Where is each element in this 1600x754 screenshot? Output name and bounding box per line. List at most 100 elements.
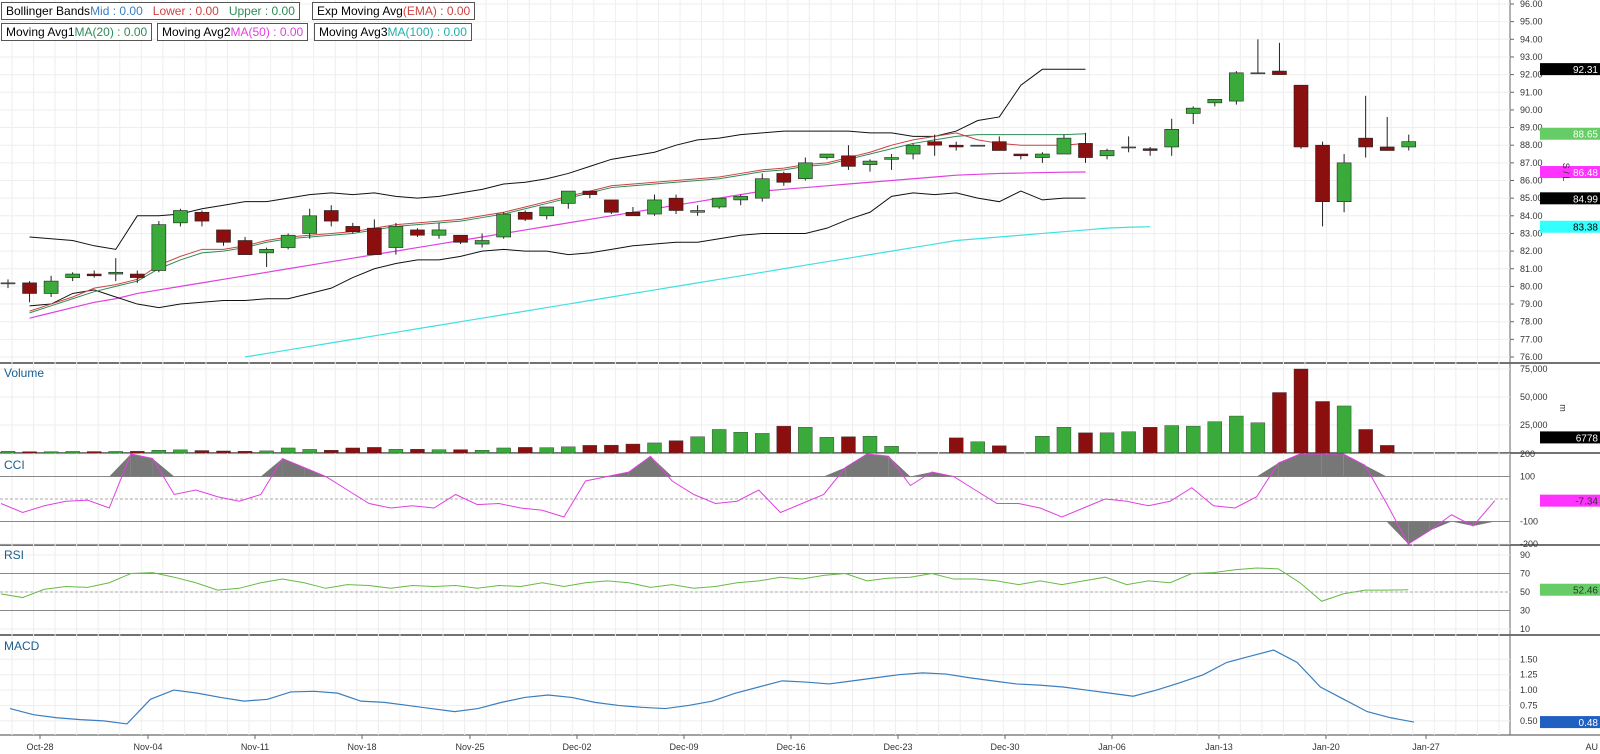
cci-overbought-fill (282, 458, 305, 477)
volume-bar (22, 451, 37, 454)
volume-bar (668, 440, 684, 454)
legend-ma2[interactable]: Moving Avg2MA(50) : 0.00 (157, 23, 309, 41)
price-axis-label: 92.00 (1520, 70, 1543, 80)
candle (388, 222, 404, 255)
candle (1099, 148, 1115, 160)
volume-bar (949, 437, 964, 454)
candle-body (841, 155, 856, 167)
volume-bar (647, 442, 662, 454)
corner-label: AU (1585, 742, 1598, 752)
volume-bar (1056, 427, 1072, 454)
volume-bar (388, 449, 404, 454)
volume-bar (302, 449, 317, 454)
volume-bar (518, 447, 533, 454)
candle-body (1358, 137, 1373, 148)
rsi-axis-label: 10 (1520, 624, 1530, 634)
candle-body (1035, 153, 1050, 158)
candle-body (819, 153, 835, 158)
cci-overbought-fill (1343, 454, 1365, 477)
candle (560, 190, 576, 209)
tag-ma1: 88.65 (1573, 130, 1598, 141)
candle (108, 258, 124, 282)
candle-body (970, 144, 986, 147)
price-axis-label: 87.00 (1520, 158, 1543, 168)
candle (604, 199, 619, 215)
cci-axis-label: -200 (1520, 539, 1538, 549)
price-axis-label: 80.00 (1520, 281, 1543, 291)
volume-bar (130, 451, 145, 454)
volume-bar (1207, 421, 1223, 454)
candle (431, 222, 447, 239)
volume-bar (194, 450, 210, 454)
cci-line (0, 453, 1496, 545)
date-axis-label: Dec-16 (776, 742, 805, 752)
macd-axis-label: 1.25 (1520, 670, 1538, 680)
cci-oversold-fill (1429, 521, 1452, 531)
tag-ma1-bg (1540, 127, 1600, 140)
candle-body (1315, 144, 1330, 202)
candle (0, 279, 16, 289)
candle (776, 171, 792, 186)
price-axis-label: 89.00 (1520, 123, 1543, 133)
cci-overbought-fill (130, 454, 153, 477)
candle (690, 205, 705, 216)
candle-body (216, 229, 231, 243)
volume-bar (1250, 422, 1266, 454)
candle-body (496, 213, 511, 238)
candle (86, 270, 102, 278)
rsi-axis-label: 70 (1520, 569, 1530, 579)
legend-ma1-tag: MA(20) : 0.00 (74, 25, 148, 39)
candle (948, 141, 964, 151)
legend-ma3[interactable]: Moving Avg3MA(100) : 0.00 (314, 23, 472, 41)
macd-axis-label: 0.50 (1520, 716, 1538, 726)
volume-bar (992, 445, 1007, 454)
volume-bar (776, 425, 791, 454)
candle (367, 219, 382, 255)
volume-bar (711, 429, 727, 454)
price-axis-label: 90.00 (1520, 105, 1543, 115)
ma1-line (29, 133, 1086, 314)
volume-bar (755, 433, 770, 454)
candle (302, 208, 318, 239)
rsi-axis-label: 90 (1520, 550, 1530, 560)
date-axis-label: Nov-18 (347, 742, 376, 752)
legend-ma1[interactable]: Moving Avg1MA(20) : 0.00 (1, 23, 153, 41)
candle-body (1164, 129, 1179, 148)
rsi-axis-label: 50 (1520, 587, 1530, 597)
price-axis-label: 81.00 (1520, 264, 1543, 274)
volume-bar (259, 450, 274, 454)
volume-bar (604, 444, 619, 454)
price-axis-label: 79.00 (1520, 299, 1543, 309)
legend-ma1-label: Moving Avg1 (6, 25, 75, 39)
candle (539, 206, 555, 220)
candle-body (604, 199, 619, 213)
candle (862, 159, 878, 172)
candle-body (1142, 148, 1158, 151)
candle-body (1099, 150, 1115, 157)
tag-ma2: 86.48 (1573, 168, 1598, 179)
tag-cci-bg (1540, 494, 1600, 507)
volume-axis-label: 50,000 (1520, 392, 1548, 402)
tag-bb-lower-bg (1540, 192, 1600, 205)
legend-bb-upper: Upper : 0.00 (228, 4, 295, 18)
candle-body (151, 224, 167, 271)
candle (1229, 71, 1244, 105)
tag-cci: -7.34 (1575, 497, 1598, 508)
candle (345, 222, 361, 234)
legend-ema[interactable]: Exp Moving Avg(EMA) : 0.00 (312, 2, 476, 20)
legend-bollinger-bands[interactable]: Bollinger BandsMid : 0.00 Lower : 0.00 U… (1, 2, 300, 20)
candle-body (1121, 146, 1136, 149)
candle-body (1401, 141, 1417, 148)
cci-overbought-fill (1300, 454, 1322, 477)
candle-body (798, 162, 813, 180)
volume-bar (690, 436, 705, 454)
candle (1142, 146, 1158, 156)
candle (280, 233, 296, 250)
date-axis-label: Dec-02 (562, 742, 591, 752)
candle (711, 197, 727, 209)
volume-bar (367, 447, 382, 454)
candle (970, 144, 986, 147)
candle-body (711, 197, 727, 208)
legend-bb-lower: Lower : 0.00 (152, 4, 219, 18)
candle-body (345, 226, 361, 232)
